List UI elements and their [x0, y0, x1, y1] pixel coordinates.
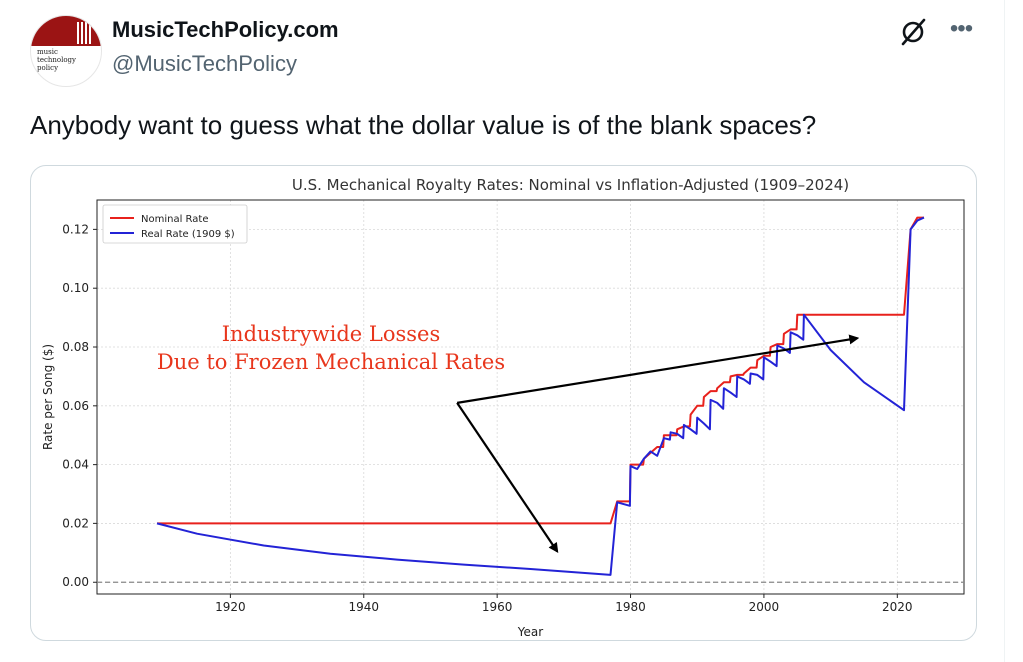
y-tick-label: 0.02: [62, 516, 89, 530]
x-tick-label: 1940: [348, 600, 379, 614]
y-tick-label: 0.06: [62, 399, 89, 413]
x-axis-label: Year: [517, 625, 543, 639]
annotation-arrow: [456, 334, 860, 404]
x-tick-label: 1960: [482, 600, 513, 614]
y-tick-label: 0.10: [62, 281, 89, 295]
annotation-line-1: Industrywide Losses: [222, 322, 441, 346]
y-tick-label: 0.08: [62, 340, 89, 354]
x-tick-label: 2020: [882, 600, 913, 614]
y-tick-label: 0.00: [62, 575, 89, 589]
author-display-name[interactable]: MusicTechPolicy.com: [112, 17, 339, 42]
avatar-piano-icon: [77, 22, 97, 44]
timeline-divider: [1004, 0, 1005, 662]
grok-icon[interactable]: [898, 17, 928, 47]
real-rate-line: [156, 216, 925, 576]
legend-label: Real Rate (1909 $): [141, 229, 235, 240]
y-tick-label: 0.04: [62, 458, 89, 472]
x-tick-label: 1920: [215, 600, 246, 614]
legend-label: Nominal Rate: [141, 214, 208, 225]
chart-svg: 1920 1940 1960 1980 2000 2020 0.00 0.02 0.04 0.06…: [41, 176, 965, 639]
chart-title: U.S. Mechanical Royalty Rates: Nominal v…: [292, 176, 849, 194]
author-handle[interactable]: @MusicTechPolicy: [112, 51, 297, 76]
y-axis-label: Rate per Song ($): [41, 344, 55, 450]
tweet-text: Anybody want to guess what the dollar va…: [30, 110, 817, 140]
plot-frame: [96, 199, 965, 595]
legend-box: [102, 204, 248, 244]
more-icon[interactable]: •••: [949, 15, 973, 42]
chart-image[interactable]: 1920 1940 1960 1980 2000 2020 0.00 0.02 0.04 0.06…: [30, 165, 977, 641]
annotation-arrow: [456, 402, 559, 554]
x-tick-label: 2000: [749, 600, 780, 614]
avatar[interactable]: music technology policy: [30, 15, 102, 87]
annotation-line-2: Due to Frozen Mechanical Rates: [157, 350, 505, 374]
avatar-logo-text: music technology policy: [37, 48, 76, 72]
y-tick-label: 0.12: [62, 222, 89, 236]
x-tick-label: 1980: [615, 600, 646, 614]
